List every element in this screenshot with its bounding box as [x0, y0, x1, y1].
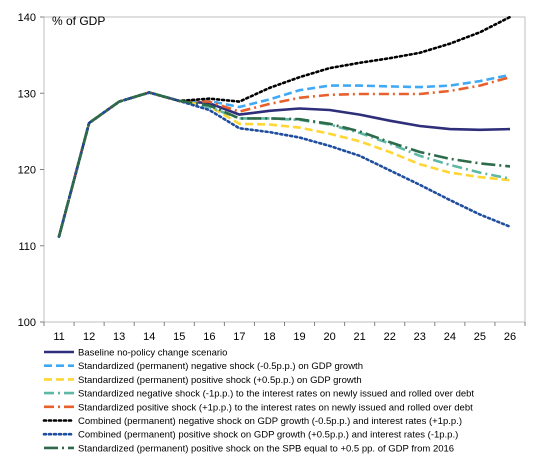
legend-label-6: Combined (permanent) negative shock on G… [78, 416, 462, 427]
plot-area [43, 16, 526, 323]
legend-label-8: Standardized (permanent) positive shock … [78, 443, 454, 454]
x-tick-label: 20 [323, 331, 335, 343]
legend-label-1: Baseline no-policy change scenario [78, 348, 227, 359]
series-line-3 [57, 91, 511, 237]
legend-label-3: Standardized (permanent) positive shock … [78, 375, 362, 386]
legend: Baseline no-policy change scenario Standa… [42, 348, 474, 454]
series-line-7 [57, 91, 512, 238]
x-tick-label: 13 [113, 331, 125, 343]
x-tick-label: 26 [504, 331, 516, 343]
legend-label-2: Standardized (permanent) negative shock … [78, 361, 363, 372]
x-tick-label: 22 [384, 331, 396, 343]
y-tick-label: 110 [18, 241, 36, 253]
plot-border [43, 16, 526, 323]
x-tick-label: 21 [354, 331, 366, 343]
y-tick-label: 140 [18, 12, 36, 24]
legend-label-7: Combined (permanent) positive shock on G… [78, 430, 458, 441]
x-tick-label: 16 [203, 331, 215, 343]
y-tick-label: 120 [18, 165, 36, 177]
series-line-5 [57, 75, 511, 237]
series-line-8 [57, 91, 511, 237]
x-tick-label: 15 [173, 331, 185, 343]
x-tick-label: 17 [233, 331, 245, 343]
x-tick-label: 25 [474, 331, 486, 343]
x-tick-label: 18 [263, 331, 275, 343]
x-tick-label: 23 [414, 331, 426, 343]
x-tick-label: 14 [143, 331, 155, 343]
legend-label-5: Standardized positive shock (+1p.p.) to … [78, 402, 473, 413]
axes: 100 110 120 130 140 11 12 13 14 15 16 17 18 19 20 21 22 2… [18, 12, 526, 343]
y-axis-label: % of GDP [52, 14, 105, 28]
series-lines [57, 15, 512, 238]
legend-label-4: Standardized negative shock (-1p.p.) to … [78, 389, 474, 400]
y-tick-label: 130 [18, 88, 36, 100]
x-tick-label: 19 [293, 331, 305, 343]
x-tick-label: 12 [83, 331, 95, 343]
x-tick-label: 11 [53, 331, 64, 343]
series-line-4 [57, 91, 511, 237]
series-line-1 [57, 91, 511, 237]
x-tick-label: 24 [444, 331, 456, 343]
y-tick-label: 100 [18, 317, 36, 329]
